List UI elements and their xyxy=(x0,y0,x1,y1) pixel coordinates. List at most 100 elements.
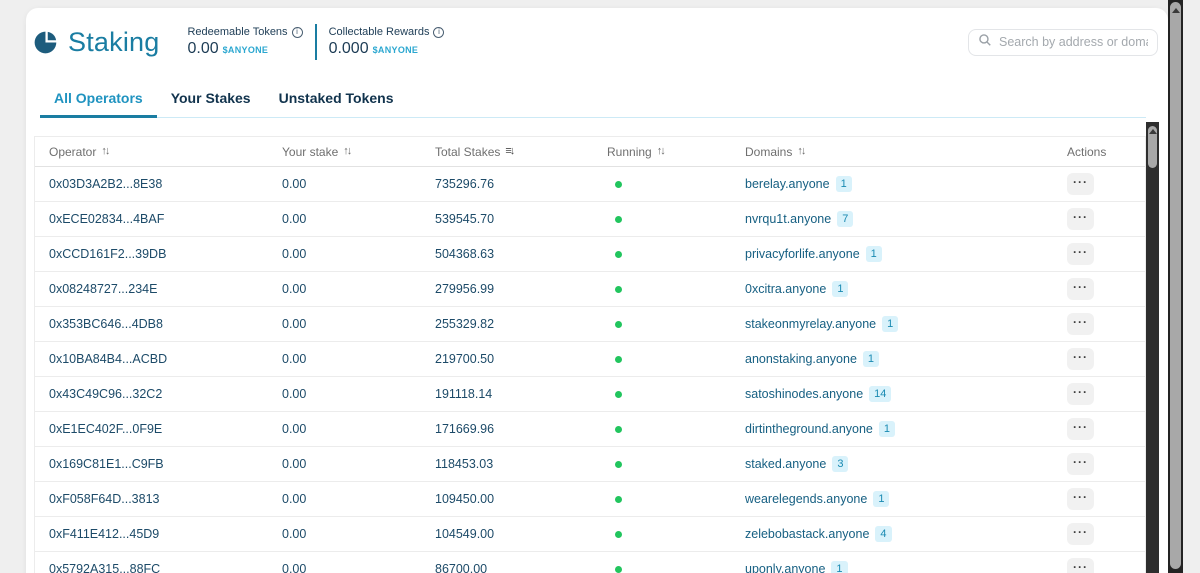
domain-link[interactable]: zelebobastack.anyone xyxy=(745,527,870,541)
column-header-domains[interactable]: Domains ↑↓ xyxy=(745,144,806,159)
domain-link[interactable]: 0xcitra.anyone xyxy=(745,282,827,296)
operator-address[interactable]: 0xE1EC402F...0F9E xyxy=(49,422,163,436)
operator-address[interactable]: 0x43C49C96...32C2 xyxy=(49,387,163,401)
your-stake-cell: 0.00 xyxy=(282,177,307,191)
domain-link[interactable]: nvrqu1t.anyone xyxy=(745,212,832,226)
table-row: 0x43C49C96...32C2 0.00 191118.14 satoshi… xyxy=(35,377,1145,412)
row-actions-button[interactable]: ··· xyxy=(1067,313,1094,335)
collectable-rewards-value: 0.000 xyxy=(328,40,369,57)
more-icon: ··· xyxy=(1073,209,1088,224)
scroll-up-icon[interactable] xyxy=(1148,129,1157,134)
domain-cell: nvrqu1t.anyone 7 xyxy=(745,211,1067,227)
domain-link[interactable]: uponly.anyone xyxy=(745,562,826,573)
sort-icon[interactable]: ↑↓ xyxy=(101,145,110,157)
running-cell xyxy=(607,320,745,328)
column-header-total-stakes[interactable]: Total Stakes ≡↓ xyxy=(435,144,515,159)
total-stakes-cell: 504368.63 xyxy=(435,247,495,261)
more-icon: ··· xyxy=(1073,489,1088,504)
operator-address[interactable]: 0x03D3A2B2...8E38 xyxy=(49,177,163,191)
table-row: 0x03D3A2B2...8E38 0.00 735296.76 berelay… xyxy=(35,167,1145,202)
table-scrollbar[interactable] xyxy=(1146,122,1159,573)
operator-address[interactable]: 0x5792A315...88FC xyxy=(49,562,161,573)
more-icon: ··· xyxy=(1073,349,1088,364)
domain-link[interactable]: stakeonmyrelay.anyone xyxy=(745,317,877,331)
domain-count-badge: 1 xyxy=(862,351,880,367)
sort-icon[interactable]: ↑↓ xyxy=(797,145,806,157)
actions-cell: ··· xyxy=(1067,348,1145,370)
running-cell xyxy=(607,565,745,573)
running-cell xyxy=(607,355,745,363)
total-stakes-cell: 735296.76 xyxy=(435,177,495,191)
domain-cell: stakeonmyrelay.anyone 1 xyxy=(745,316,1067,332)
actions-cell: ··· xyxy=(1067,418,1145,440)
row-actions-button[interactable]: ··· xyxy=(1067,383,1094,405)
domain-link[interactable]: staked.anyone xyxy=(745,457,827,471)
sort-icon[interactable]: ↑↓ xyxy=(656,145,666,157)
domain-link[interactable]: wearelegends.anyone xyxy=(745,492,868,506)
row-actions-button[interactable]: ··· xyxy=(1067,348,1094,370)
operator-address[interactable]: 0xECE02834...4BAF xyxy=(49,212,165,226)
total-stakes-cell: 539545.70 xyxy=(435,212,495,226)
operator-cell: 0x08248727...234E xyxy=(49,282,282,296)
page-scrollbar-thumb[interactable] xyxy=(1170,2,1181,569)
domain-cell: zelebobastack.anyone 4 xyxy=(745,526,1067,542)
operator-address[interactable]: 0xCCD161F2...39DB xyxy=(49,247,167,261)
sort-icon[interactable]: ↑↓ xyxy=(343,145,352,157)
operator-address[interactable]: 0xF411E412...45D9 xyxy=(49,527,160,541)
row-actions-button[interactable]: ··· xyxy=(1067,418,1094,440)
row-actions-button[interactable]: ··· xyxy=(1067,208,1094,230)
info-icon[interactable]: i xyxy=(433,26,445,38)
domain-cell: satoshinodes.anyone 14 xyxy=(745,386,1067,402)
row-actions-button[interactable]: ··· xyxy=(1067,243,1094,265)
row-actions-button[interactable]: ··· xyxy=(1067,523,1094,545)
column-header-operator[interactable]: Operator ↑↓ xyxy=(49,144,110,159)
row-actions-button[interactable]: ··· xyxy=(1067,278,1094,300)
running-status-dot xyxy=(615,390,622,398)
domain-count-badge: 7 xyxy=(837,211,854,227)
column-header-your-stake[interactable]: Your stake ↑↓ xyxy=(282,144,352,159)
actions-cell: ··· xyxy=(1067,313,1145,335)
row-actions-button[interactable]: ··· xyxy=(1067,558,1094,573)
operator-address[interactable]: 0xF058F64D...3813 xyxy=(49,492,160,506)
scroll-up-icon[interactable] xyxy=(1171,8,1180,13)
domain-cell: staked.anyone 3 xyxy=(745,456,1067,472)
table-scrollbar-thumb[interactable] xyxy=(1148,126,1157,168)
staking-logo-icon xyxy=(34,30,59,55)
your-stake-cell: 0.00 xyxy=(282,282,307,296)
row-actions-button[interactable]: ··· xyxy=(1067,453,1094,475)
search-box[interactable] xyxy=(968,28,1158,56)
your-stake-cell: 0.00 xyxy=(282,562,307,573)
domain-link[interactable]: privacyforlife.anyone xyxy=(745,247,860,261)
operator-address[interactable]: 0x169C81E1...C9FB xyxy=(49,457,164,471)
total-stakes-cell: 109450.00 xyxy=(435,492,495,506)
info-icon[interactable]: i xyxy=(291,26,303,38)
page-scrollbar[interactable] xyxy=(1168,0,1183,573)
actions-cell: ··· xyxy=(1067,488,1145,510)
column-header-running[interactable]: Running ↑↓ xyxy=(607,144,666,159)
tab-all-operators[interactable]: All Operators xyxy=(40,82,157,118)
tab-unstaked-tokens[interactable]: Unstaked Tokens xyxy=(278,90,394,106)
redeemable-tokens-stat: Redeemable Tokens i 0.00 $ANYONE xyxy=(187,26,303,58)
tab-your-stakes[interactable]: Your Stakes xyxy=(170,90,251,106)
your-stake-cell: 0.00 xyxy=(282,247,307,261)
total-stakes-cell: 191118.14 xyxy=(435,387,493,401)
domain-link[interactable]: satoshinodes.anyone xyxy=(745,387,864,401)
row-actions-button[interactable]: ··· xyxy=(1067,488,1094,510)
actions-cell: ··· xyxy=(1067,173,1145,195)
operator-address[interactable]: 0x08248727...234E xyxy=(49,282,158,296)
operator-address[interactable]: 0x10BA84B4...ACBD xyxy=(49,352,168,366)
actions-cell: ··· xyxy=(1067,558,1145,573)
total-stakes-cell: 118453.03 xyxy=(435,457,494,471)
sort-active-icon[interactable]: ≡↓ xyxy=(505,145,515,157)
search-input[interactable] xyxy=(999,35,1148,49)
domain-cell: dirtintheground.anyone 1 xyxy=(745,421,1067,437)
domain-count-badge: 1 xyxy=(882,316,899,332)
operator-address[interactable]: 0x353BC646...4DB8 xyxy=(49,317,163,331)
domain-link[interactable]: berelay.anyone xyxy=(745,177,830,191)
row-actions-button[interactable]: ··· xyxy=(1067,173,1094,195)
running-status-dot xyxy=(615,565,622,573)
operator-cell: 0x169C81E1...C9FB xyxy=(49,457,282,471)
domain-count-badge: 1 xyxy=(873,491,890,507)
domain-link[interactable]: dirtintheground.anyone xyxy=(745,422,873,436)
domain-link[interactable]: anonstaking.anyone xyxy=(745,352,857,366)
